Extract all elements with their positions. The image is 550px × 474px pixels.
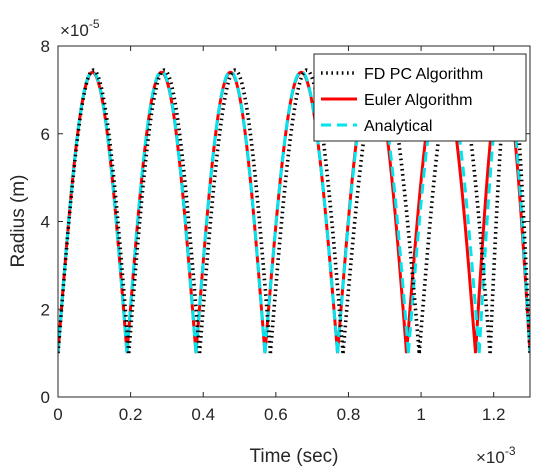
legend-label-euler-algorithm: Euler Algorithm: [364, 92, 473, 109]
y-tick-label: 2: [41, 300, 50, 319]
x-axis-label: Time (sec): [249, 446, 338, 467]
x-tick-label: 0.4: [191, 405, 215, 424]
x-tick-label: 1: [416, 405, 425, 424]
y-tick-label: 4: [41, 213, 50, 232]
x-tick-label: 0: [53, 405, 62, 424]
x-axis-multiplier: ×10-3: [476, 444, 516, 467]
y-tick-label: 6: [41, 125, 50, 144]
x-tick-label: 1.2: [482, 405, 506, 424]
series-layer: [58, 68, 530, 354]
y-tick-label: 0: [41, 388, 50, 407]
y-axis-label: Radius (m): [8, 175, 29, 268]
y-axis-multiplier: ×10-5: [60, 17, 100, 40]
x-tick-label: 0.6: [264, 405, 288, 424]
legend-label-fd-pc-algorithm: FD PC Algorithm: [364, 66, 483, 83]
legend-label-analytical: Analytical: [364, 118, 432, 135]
x-tick-label: 0.2: [119, 405, 143, 424]
y-tick-label: 8: [41, 37, 50, 56]
legend: FD PC Algorithm Euler Algorithm Analytical: [313, 53, 527, 142]
x-tick-label: 0.8: [337, 405, 361, 424]
ticks-layer: 0 0.2 0.4 0.6 0.8 1 1.2 0 2 4 6 8: [41, 37, 530, 424]
